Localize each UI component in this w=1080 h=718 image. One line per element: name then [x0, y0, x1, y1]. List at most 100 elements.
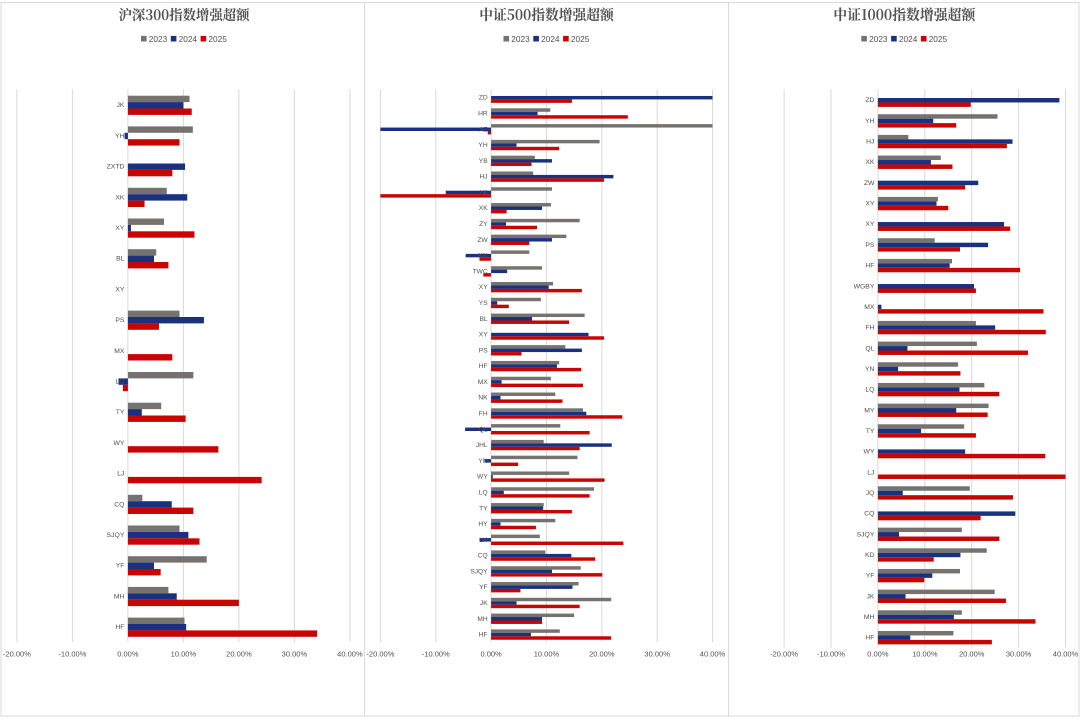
svg-text:CQ: CQ	[478, 553, 488, 560]
svg-text:LJ: LJ	[867, 469, 874, 476]
svg-text:10.00%: 10.00%	[912, 650, 938, 659]
svg-text:YS: YS	[479, 300, 488, 307]
svg-text:0.00%: 0.00%	[117, 650, 139, 659]
svg-text:20.00%: 20.00%	[589, 650, 615, 659]
svg-text:YF: YF	[116, 563, 125, 570]
svg-text:HF: HF	[865, 635, 874, 642]
svg-text:30.00%: 30.00%	[644, 650, 670, 659]
svg-text:XY: XY	[865, 221, 875, 228]
svg-text:2024: 2024	[541, 34, 560, 44]
svg-text:JQ: JQ	[866, 490, 875, 497]
svg-text:ZW: ZW	[864, 180, 875, 187]
svg-text:40.00%: 40.00%	[700, 650, 726, 659]
svg-text:LQ: LQ	[865, 387, 874, 394]
svg-text:PS: PS	[865, 242, 875, 249]
svg-text:MX: MX	[478, 379, 488, 386]
svg-text:XY: XY	[479, 332, 488, 339]
svg-text:BL: BL	[116, 256, 125, 263]
svg-text:NK: NK	[478, 395, 488, 402]
svg-text:HF: HF	[865, 263, 874, 270]
svg-text:ZW: ZW	[477, 237, 488, 244]
svg-text:QL: QL	[479, 426, 488, 433]
svg-text:YN: YN	[865, 366, 875, 373]
svg-text:ZD: ZD	[865, 97, 874, 104]
svg-text:WY: WY	[113, 440, 124, 447]
svg-text:MH: MH	[114, 593, 125, 600]
svg-text:TY: TY	[479, 505, 488, 512]
svg-text:KN: KN	[478, 253, 487, 260]
svg-text:YH: YH	[478, 142, 487, 149]
svg-text:HF: HF	[115, 624, 124, 631]
svg-text:2024: 2024	[179, 34, 198, 44]
svg-text:2024: 2024	[899, 34, 918, 44]
svg-text:YF: YF	[479, 584, 487, 591]
svg-text:PS: PS	[115, 317, 125, 324]
svg-text:YN: YN	[478, 458, 487, 465]
svg-text:YB: YB	[479, 158, 488, 165]
svg-text:HJ: HJ	[480, 174, 488, 181]
svg-text:MH: MH	[477, 616, 487, 623]
svg-text:HF: HF	[479, 363, 488, 370]
svg-text:YH: YH	[115, 133, 125, 140]
svg-text:ZY: ZY	[479, 221, 488, 228]
svg-text:LJ: LJ	[117, 471, 124, 478]
svg-text:2025: 2025	[571, 34, 590, 44]
svg-text:HY: HY	[478, 521, 488, 528]
svg-text:JK: JK	[116, 102, 124, 109]
svg-text:-20.00%: -20.00%	[366, 650, 394, 659]
svg-text:TY: TY	[866, 428, 875, 435]
svg-text:HR: HR	[478, 111, 488, 118]
svg-text:TY: TY	[116, 409, 125, 416]
svg-text:JK: JK	[480, 600, 488, 607]
svg-text:HF: HF	[479, 632, 488, 639]
svg-text:JHL: JHL	[476, 442, 488, 449]
svg-text:40.00%: 40.00%	[337, 650, 363, 659]
svg-text:LK: LK	[480, 189, 489, 196]
svg-text:FH: FH	[479, 411, 488, 418]
svg-text:MY: MY	[864, 407, 875, 414]
svg-text:10.00%: 10.00%	[171, 650, 197, 659]
svg-text:XY: XY	[115, 286, 125, 293]
svg-text:MX: MX	[864, 304, 875, 311]
svg-text:KD: KD	[865, 552, 875, 559]
svg-text:LQ: LQ	[479, 489, 488, 496]
svg-text:XK: XK	[479, 205, 488, 212]
svg-text:SJQY: SJQY	[470, 568, 488, 575]
svg-text:-20.00%: -20.00%	[3, 650, 31, 659]
svg-text:YH: YH	[865, 118, 875, 125]
svg-text:LQ: LQ	[115, 379, 124, 386]
svg-text:2025: 2025	[929, 34, 948, 44]
svg-text:WY: WY	[863, 449, 874, 456]
svg-text:HJ: HJ	[866, 139, 874, 146]
svg-text:AZ: AZ	[479, 126, 487, 133]
svg-text:XK: XK	[115, 194, 125, 201]
svg-text:BL: BL	[480, 316, 488, 323]
svg-text:ZXTD: ZXTD	[107, 164, 125, 171]
svg-text:WY: WY	[477, 474, 488, 481]
svg-text:20.00%: 20.00%	[959, 650, 985, 659]
svg-text:30.00%: 30.00%	[282, 650, 308, 659]
svg-text:PS: PS	[479, 347, 488, 354]
svg-text:SJQY: SJQY	[107, 532, 125, 539]
svg-text:0.00%: 0.00%	[480, 650, 502, 659]
svg-text:XY: XY	[479, 284, 488, 291]
svg-text:WGBY: WGBY	[854, 283, 875, 290]
svg-text:2023: 2023	[511, 34, 530, 44]
svg-text:MX: MX	[114, 348, 125, 355]
svg-text:-10.00%: -10.00%	[817, 650, 845, 659]
svg-text:ZD: ZD	[479, 95, 488, 102]
svg-text:20.00%: 20.00%	[226, 650, 252, 659]
svg-text:TWC: TWC	[473, 268, 488, 275]
svg-text:YF: YF	[866, 573, 875, 580]
svg-text:CQ: CQ	[114, 501, 124, 508]
svg-text:40.00%: 40.00%	[1053, 650, 1079, 659]
svg-text:FH: FH	[865, 325, 874, 332]
svg-text:-10.00%: -10.00%	[58, 650, 86, 659]
svg-text:JK: JK	[866, 593, 874, 600]
svg-text:XY: XY	[865, 201, 875, 208]
svg-text:LH: LH	[479, 537, 488, 544]
svg-text:XK: XK	[865, 159, 875, 166]
svg-text:2023: 2023	[869, 34, 888, 44]
svg-text:CQ: CQ	[864, 511, 874, 518]
svg-text:-20.00%: -20.00%	[770, 650, 798, 659]
